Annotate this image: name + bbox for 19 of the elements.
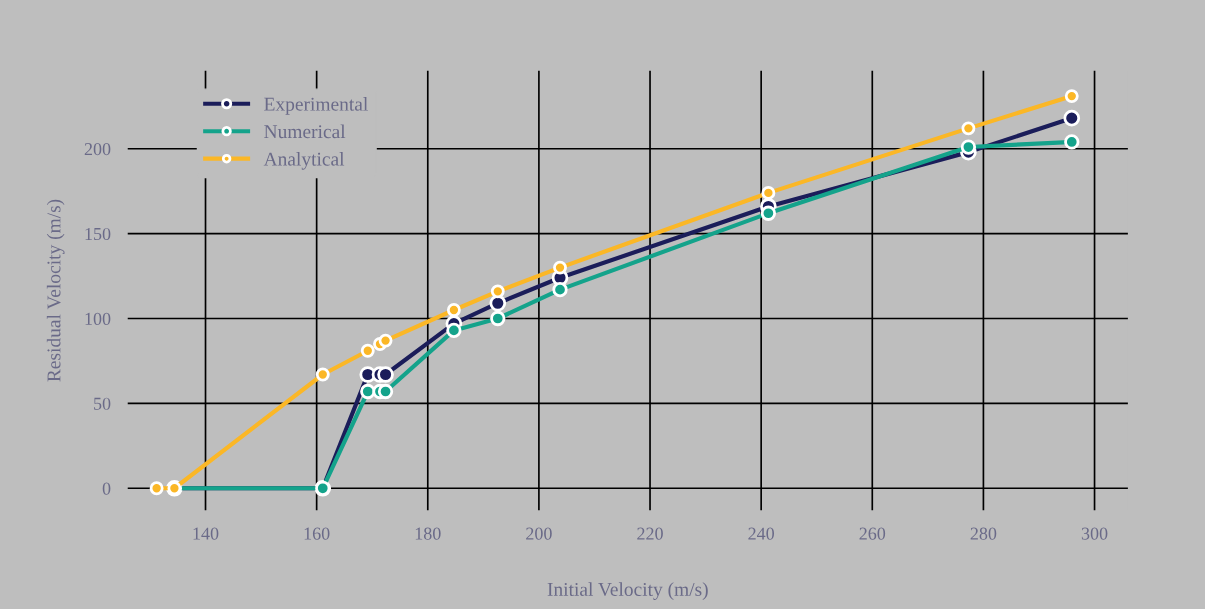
legend-label: Numerical: [264, 124, 346, 139]
x-tick-label: 200: [526, 527, 552, 540]
x-tick-label: 280: [970, 527, 997, 540]
y-tick-label: 150: [85, 227, 111, 241]
y-tick-label: 0: [102, 482, 111, 495]
x-tick-label: 260: [859, 527, 886, 540]
legend-label: Experimental: [264, 97, 368, 115]
x-tick-label: 180: [415, 527, 441, 540]
y-axis-title: Residual Velocity (m/s): [46, 199, 65, 382]
y-tick-label: 100: [85, 312, 111, 325]
x-tick-label: 300: [1081, 527, 1108, 540]
x-tick-label: 240: [748, 527, 775, 540]
x-tick-label: 140: [193, 527, 219, 540]
x-tick-label: 220: [637, 527, 663, 540]
legend-label: Analytical: [263, 152, 345, 170]
y-tick-label: 50: [94, 397, 111, 410]
x-tick-label: 160: [304, 527, 330, 540]
x-axis-title: Initial Velocity (m/s): [547, 582, 708, 600]
y-tick-label: 200: [84, 142, 111, 156]
